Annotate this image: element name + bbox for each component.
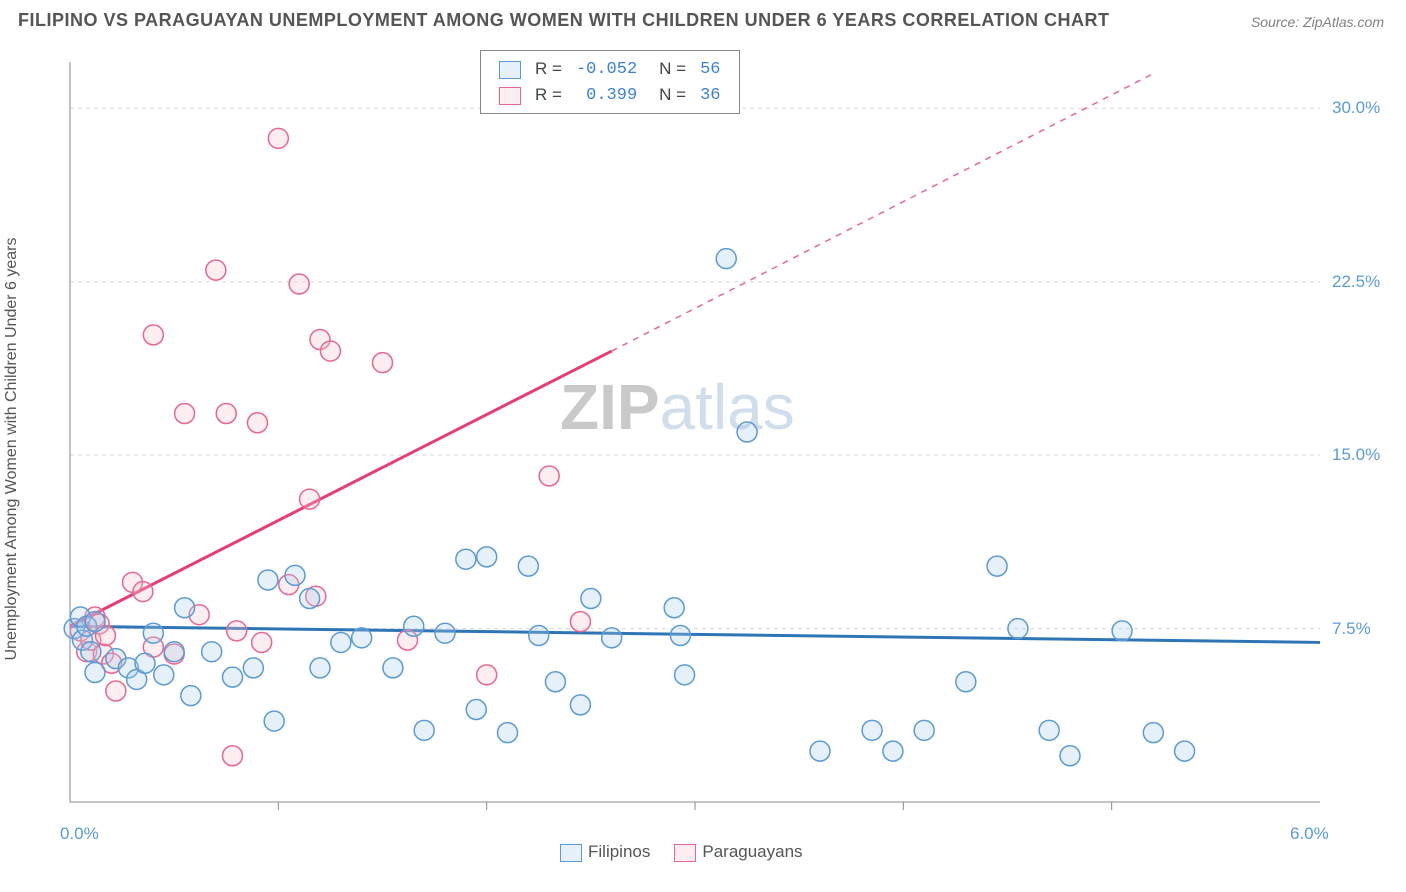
chart-area — [60, 42, 1340, 822]
y-tick-label: 30.0% — [1332, 98, 1406, 118]
legend-swatch — [560, 844, 582, 862]
legend-series-name: Paraguayans — [702, 842, 802, 861]
legend-n-value: 56 — [694, 57, 726, 81]
legend-swatch — [499, 61, 521, 79]
y-axis-label: Unemployment Among Women with Children U… — [3, 237, 21, 660]
y-tick-label: 15.0% — [1332, 445, 1406, 465]
legend-n-label: N = — [645, 57, 692, 81]
y-tick-label: 7.5% — [1332, 619, 1406, 639]
legend-r-label: R = — [529, 57, 568, 81]
legend-r-value: 0.399 — [570, 83, 643, 107]
legend-n-label: N = — [645, 83, 692, 107]
source-label: Source: ZipAtlas.com — [1251, 14, 1384, 30]
x-axis-max-label: 6.0% — [1290, 824, 1329, 844]
scatter-chart-svg — [60, 42, 1340, 822]
legend-swatch — [674, 844, 696, 862]
y-tick-label: 22.5% — [1332, 272, 1406, 292]
legend-n-value: 36 — [694, 83, 726, 107]
legend-series-name: Filipinos — [588, 842, 650, 861]
legend-item: Filipinos — [560, 842, 650, 862]
x-axis-min-label: 0.0% — [60, 824, 99, 844]
correlation-stats-box: R =-0.052N =56 R =0.399N =36 — [480, 50, 740, 114]
series-legend: Filipinos Paraguayans — [560, 842, 827, 862]
legend-r-label: R = — [529, 83, 568, 107]
legend-swatch — [499, 87, 521, 105]
chart-title: FILIPINO VS PARAGUAYAN UNEMPLOYMENT AMON… — [18, 10, 1110, 31]
legend-item: Paraguayans — [674, 842, 802, 862]
legend-r-value: -0.052 — [570, 57, 643, 81]
